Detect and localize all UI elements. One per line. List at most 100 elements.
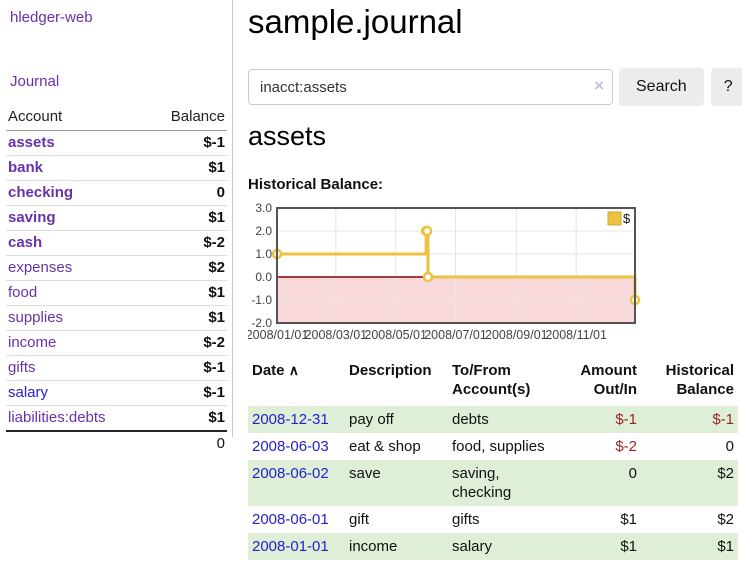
register-header-row: Date ∧ Description To/From Account(s) Am… xyxy=(248,358,738,406)
transaction-date-link[interactable]: 2008-01-01 xyxy=(252,538,329,555)
clear-search-icon[interactable]: × xyxy=(594,76,604,95)
account-balance: $1 xyxy=(208,209,225,226)
register-header-date[interactable]: Date ∧ xyxy=(252,362,299,379)
svg-text:2008/01/01: 2008/01/01 xyxy=(248,328,308,342)
account-link-food[interactable]: food xyxy=(8,284,38,301)
search-form: × Search ? xyxy=(248,68,742,106)
transaction-amount: 0 xyxy=(628,465,637,482)
svg-text:1.0: 1.0 xyxy=(255,247,272,261)
svg-text:2008/07/01: 2008/07/01 xyxy=(424,328,487,342)
transaction-accounts: debts xyxy=(452,411,489,428)
help-button[interactable]: ? xyxy=(710,68,742,106)
svg-text:-2.0: -2.0 xyxy=(251,316,272,330)
register-row: 2008-12-31 pay off debts $-1 $-1 xyxy=(248,406,738,433)
transaction-accounts: salary xyxy=(452,538,493,555)
account-link-bank[interactable]: bank xyxy=(8,159,44,176)
chart-heading: Historical Balance: xyxy=(248,176,384,193)
account-row-food: food $1 xyxy=(6,280,227,306)
account-row-checking: checking 0 xyxy=(6,180,227,206)
account-row-bank: bank $1 xyxy=(6,155,227,181)
account-link-checking[interactable]: checking xyxy=(8,184,74,201)
account-row-assets: assets $-1 xyxy=(6,131,227,156)
accounts-table: Account Balance assets $-1 bank $1 check… xyxy=(6,105,227,456)
main-content: sample.journal × Search ? assets Histori… xyxy=(246,0,742,582)
account-row-salary: salary $-1 xyxy=(6,380,227,406)
register-header-balance: Historical Balance xyxy=(665,362,734,398)
transaction-accounts: food, supplies xyxy=(452,438,545,455)
account-balance: $1 xyxy=(208,409,225,426)
account-balance: $-1 xyxy=(203,384,225,401)
transaction-balance: $2 xyxy=(717,511,734,528)
account-link-income[interactable]: income xyxy=(8,334,57,351)
accounts-total-row: 0 xyxy=(6,431,227,456)
svg-text:3.0: 3.0 xyxy=(255,201,272,215)
svg-text:2008/09/01: 2008/09/01 xyxy=(485,328,548,342)
register-row: 2008-01-01 income salary $1 $1 xyxy=(248,533,738,560)
transaction-balance: $2 xyxy=(717,465,734,482)
account-link-saving[interactable]: saving xyxy=(8,209,56,226)
transaction-balance: 0 xyxy=(725,438,734,455)
account-link-gifts[interactable]: gifts xyxy=(8,359,36,376)
transaction-description: eat & shop xyxy=(349,438,421,455)
transaction-date-link[interactable]: 2008-06-03 xyxy=(252,438,329,455)
account-heading: assets xyxy=(248,121,327,151)
svg-text:0.0: 0.0 xyxy=(255,270,272,284)
account-row-cash: cash $-2 xyxy=(6,230,227,256)
search-button[interactable]: Search xyxy=(619,68,704,106)
chart-canvas: $3.0 2.0 1.0 0.0 -1.0 -2.02008/01/012008/03/0… xyxy=(246,201,641,342)
register-header-description: Description xyxy=(349,362,432,379)
account-link-assets[interactable]: assets xyxy=(8,134,55,151)
account-balance: $-1 xyxy=(203,359,225,376)
account-row-liabilities-debts: liabilities:debts $1 xyxy=(6,405,227,432)
account-balance: $-2 xyxy=(203,234,225,251)
account-balance: 0 xyxy=(216,184,225,201)
account-row-saving: saving $1 xyxy=(6,205,227,231)
transaction-description: pay off xyxy=(349,411,394,428)
account-balance: $1 xyxy=(208,159,225,176)
sidebar-item-journal[interactable]: Journal xyxy=(10,73,60,90)
accounts-header-balance: Balance xyxy=(146,105,227,131)
transaction-date-link[interactable]: 2008-12-31 xyxy=(252,411,329,428)
account-row-supplies: supplies $1 xyxy=(6,305,227,331)
register-header-amount: Amount Out/In xyxy=(580,362,637,398)
account-balance: $1 xyxy=(208,284,225,301)
transaction-amount: $1 xyxy=(620,538,637,555)
transaction-date-link[interactable]: 2008-06-02 xyxy=(252,465,329,482)
accounts-total-value: 0 xyxy=(216,435,225,452)
transaction-accounts: saving, checking xyxy=(452,465,512,501)
transaction-amount: $-2 xyxy=(615,438,637,455)
svg-text:$: $ xyxy=(623,211,631,226)
svg-text:2008/03/01: 2008/03/01 xyxy=(305,328,368,342)
transaction-description: gift xyxy=(349,511,370,528)
transaction-balance: $1 xyxy=(717,538,734,555)
sort-ascending-icon: ∧ xyxy=(288,362,299,378)
transaction-amount: $-1 xyxy=(615,411,637,428)
app-title-link[interactable]: hledger-web xyxy=(10,9,93,26)
account-row-gifts: gifts $-1 xyxy=(6,355,227,381)
account-balance: $-1 xyxy=(203,134,225,151)
register-row: 2008-06-01 gift gifts $1 $2 xyxy=(248,506,738,533)
transaction-description: save xyxy=(349,465,381,482)
transaction-balance: $-1 xyxy=(712,411,734,428)
account-row-income: income $-2 xyxy=(6,330,227,356)
historical-balance-chart: $3.0 2.0 1.0 0.0 -1.0 -2.0 2008/01/01 2008/03/0… xyxy=(246,200,742,350)
register-row: 2008-06-02 save saving, checking 0 $2 xyxy=(248,460,738,506)
transaction-date-link[interactable]: 2008-06-01 xyxy=(252,511,329,528)
search-input[interactable] xyxy=(248,69,613,105)
accounts-header-row: Account Balance xyxy=(6,105,227,131)
account-link-salary[interactable]: salary xyxy=(8,384,49,401)
register-header-account: To/From Account(s) xyxy=(452,362,531,398)
account-balance: $2 xyxy=(208,259,225,276)
account-link-expenses[interactable]: expenses xyxy=(8,259,73,276)
svg-text:-1.0: -1.0 xyxy=(251,293,272,307)
account-link-liabilities-debts[interactable]: liabilities:debts xyxy=(8,409,106,426)
account-balance: $1 xyxy=(208,309,225,326)
svg-text:2008/11/01: 2008/11/01 xyxy=(545,328,607,342)
transaction-amount: $1 xyxy=(620,511,637,528)
account-link-supplies[interactable]: supplies xyxy=(8,309,64,326)
page-title: sample.journal xyxy=(248,3,463,40)
account-row-expenses: expenses $2 xyxy=(6,255,227,281)
sidebar: hledger-web Journal Account Balance asse… xyxy=(0,0,233,452)
register-row: 2008-06-03 eat & shop food, supplies $-2… xyxy=(248,433,738,460)
account-link-cash[interactable]: cash xyxy=(8,234,43,251)
